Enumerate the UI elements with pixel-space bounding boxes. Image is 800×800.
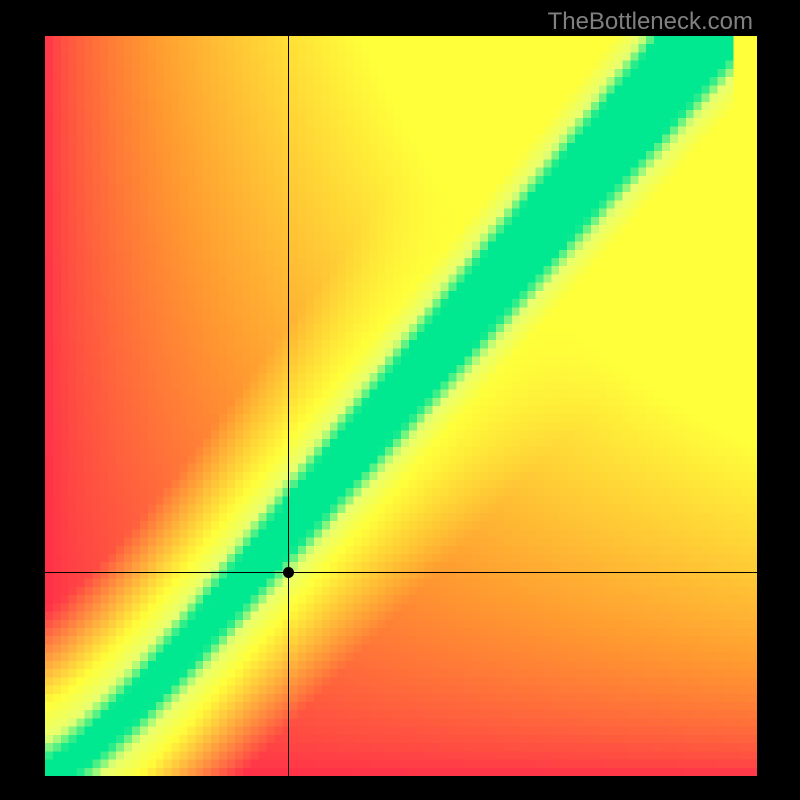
- heatmap-canvas: [45, 36, 757, 776]
- heatmap-plot: [45, 36, 757, 776]
- chart-frame: TheBottleneck.com: [0, 0, 800, 800]
- watermark-text: TheBottleneck.com: [548, 8, 753, 36]
- crosshair-vertical: [288, 36, 289, 776]
- marker-dot: [283, 567, 294, 578]
- crosshair-horizontal: [45, 572, 757, 573]
